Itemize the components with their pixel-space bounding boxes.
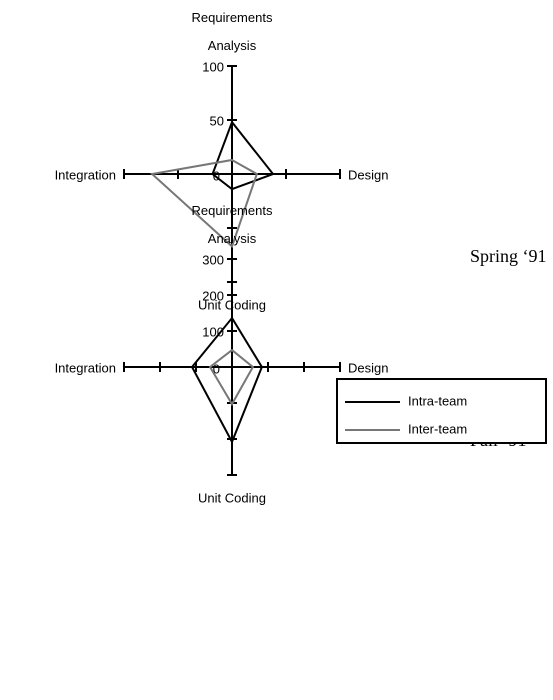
category-label-line: Analysis	[208, 38, 257, 53]
category-label: Design	[348, 360, 388, 375]
series-polygon	[208, 348, 255, 407]
category-label: Requirements Analysis	[192, 10, 273, 53]
tick-label: 100	[202, 59, 224, 74]
series-polygon	[190, 316, 263, 445]
category-label: Unit Coding	[198, 490, 266, 505]
category-label: Integration	[55, 167, 116, 182]
category-label-line: Analysis	[208, 231, 257, 246]
legend-box	[336, 378, 547, 444]
tick-label: 0	[213, 361, 220, 376]
category-label: Integration	[55, 360, 116, 375]
series-polygon	[211, 120, 275, 191]
legend-label: Inter-team	[408, 421, 467, 436]
chart-title: Spring ‘91	[470, 246, 547, 266]
category-label: Design	[348, 167, 388, 182]
legend-label: Intra-team	[408, 393, 467, 408]
tick-label: 50	[210, 113, 224, 128]
series-polygon	[149, 158, 259, 249]
tick-label: 300	[202, 252, 224, 267]
category-label-line: Requirements	[192, 10, 273, 25]
category-label: Requirements Analysis	[192, 203, 273, 246]
tick-label: 200	[202, 288, 224, 303]
category-label-line: Requirements	[192, 203, 273, 218]
